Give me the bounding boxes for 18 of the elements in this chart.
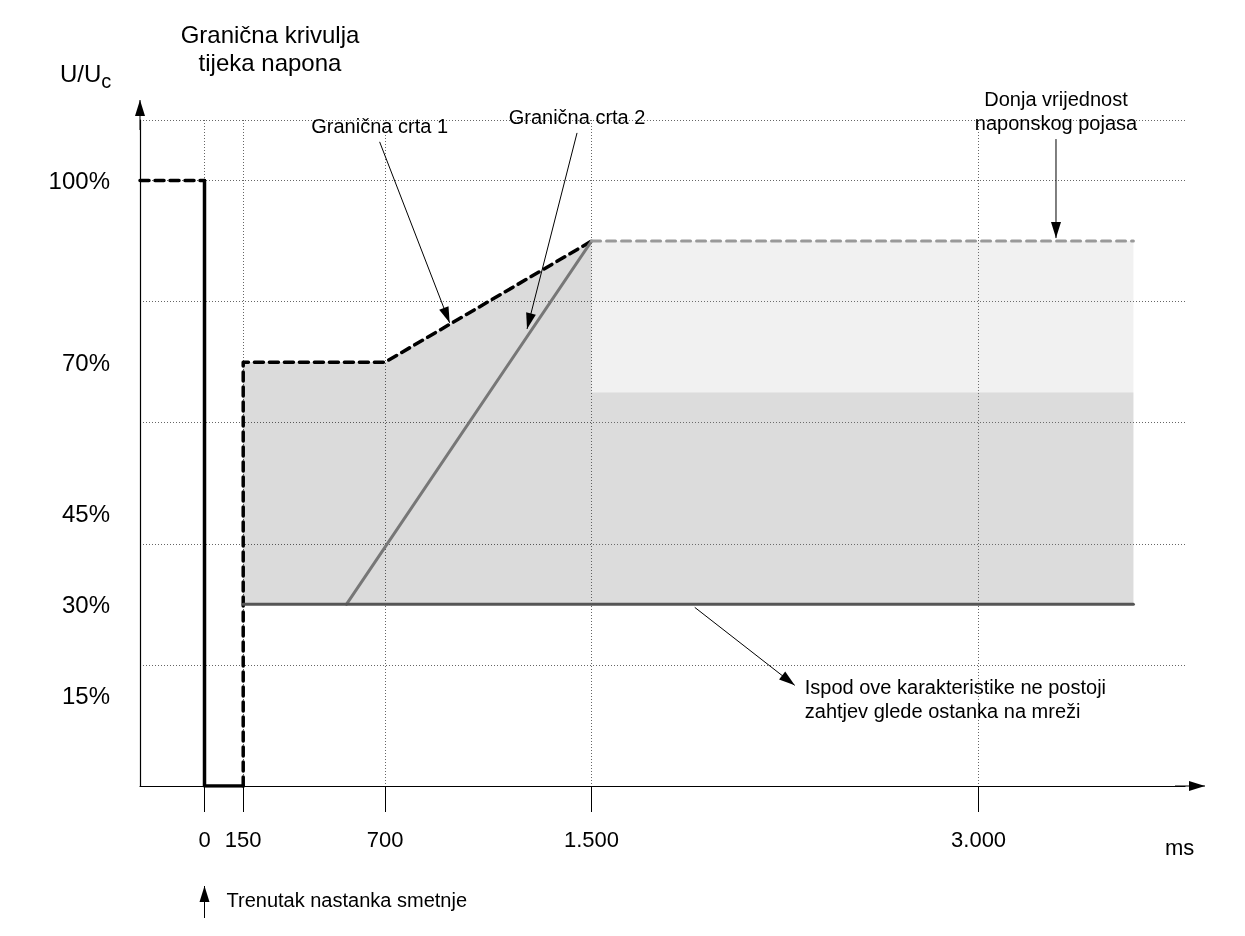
x-tick-label: 1.500 — [564, 826, 620, 852]
annotation: Granična crta 1 — [311, 114, 448, 137]
text: Trenutak nastanka smetnje — [226, 889, 468, 911]
annotation: Donja vrijednost naponskog pojasa — [974, 88, 1139, 135]
y-tick-label: 70% — [61, 348, 110, 376]
y-tick-label: 30% — [61, 590, 110, 618]
y-tick-label: 45% — [61, 500, 110, 528]
text: Granična krivulja tijeka napona — [180, 20, 361, 76]
y-tick-label: 15% — [61, 681, 110, 709]
y-tick-label: 100% — [48, 167, 110, 195]
x-tick-label: 3.000 — [951, 826, 1007, 852]
x-tick-label: 150 — [224, 826, 262, 852]
annotation: Granična crta 2 — [508, 105, 646, 128]
annotation: Ispod ove karakteristike ne postoji zahtjev glede ostanka na mreži — [804, 676, 1107, 723]
x-tick-label: 700 — [366, 826, 404, 852]
y-axis-title: U/U$_{c}$ — [60, 60, 112, 93]
x-tick-label: 0 — [198, 826, 211, 852]
x-axis-title: ms — [1165, 834, 1195, 860]
